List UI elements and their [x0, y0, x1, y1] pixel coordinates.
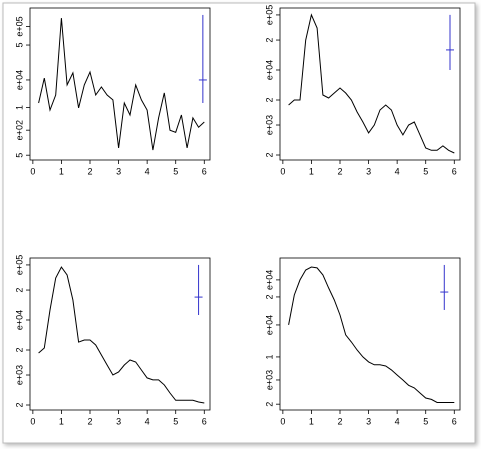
- x-tick-label: 5: [423, 416, 428, 426]
- y-tick-label: 1: [14, 105, 24, 110]
- y-tick-label: 2: [14, 402, 24, 407]
- x-tick-label: 6: [452, 166, 457, 176]
- x-tick-label: 3: [116, 416, 121, 426]
- y-tick-label: e+05: [264, 5, 274, 25]
- y-tick-label: 2: [14, 288, 24, 293]
- x-tick-label: 5: [173, 416, 178, 426]
- y-tick-label: 2: [14, 347, 24, 352]
- plot-box: [29, 257, 211, 411]
- x-tick-label: 3: [366, 166, 371, 176]
- x-tick-label: 3: [366, 416, 371, 426]
- y-tick-label: e+02: [14, 120, 24, 140]
- data-line: [38, 266, 205, 404]
- plot-box: [279, 257, 461, 411]
- y-tick-label: 1: [264, 354, 274, 359]
- x-tick-label: 4: [145, 416, 150, 426]
- y-tick-label: 2: [264, 152, 274, 157]
- x-tick-label: 1: [59, 166, 64, 176]
- y-tick-label: e+04: [14, 310, 24, 330]
- y-tick-label: 2: [264, 38, 274, 43]
- window-frame: [2, 2, 476, 444]
- data-line: [38, 18, 205, 151]
- x-tick-label: 0: [280, 416, 285, 426]
- y-tick-label: e+04: [264, 60, 274, 80]
- data-line: [288, 266, 455, 403]
- x-tick-label: 6: [452, 416, 457, 426]
- x-tick-label: 6: [202, 166, 207, 176]
- y-tick-label: e+05: [14, 16, 24, 36]
- y-tick-label: e+05: [14, 255, 24, 275]
- x-tick-label: 3: [116, 166, 121, 176]
- x-tick-label: 4: [145, 166, 150, 176]
- x-tick-label: 4: [395, 166, 400, 176]
- x-tick-label: 1: [309, 166, 314, 176]
- y-tick-label: e+04: [264, 270, 274, 290]
- x-tick-label: 0: [30, 166, 35, 176]
- x-tick-label: 2: [337, 166, 342, 176]
- x-tick-label: 1: [59, 416, 64, 426]
- y-tick-label: 2: [264, 294, 274, 299]
- x-tick-label: 2: [87, 416, 92, 426]
- x-tick-label: 5: [423, 166, 428, 176]
- x-tick-label: 0: [280, 166, 285, 176]
- y-tick-label: 2: [264, 402, 274, 407]
- y-tick-label: e+04: [14, 70, 24, 90]
- x-tick-label: 2: [337, 416, 342, 426]
- x-tick-label: 0: [30, 416, 35, 426]
- y-tick-label: e+03: [264, 115, 274, 135]
- y-tick-label: e+03: [14, 365, 24, 385]
- data-line: [288, 13, 455, 154]
- x-tick-label: 6: [202, 416, 207, 426]
- x-tick-label: 1: [309, 416, 314, 426]
- plot-box: [279, 7, 461, 161]
- y-tick-label: 2: [264, 97, 274, 102]
- x-tick-label: 2: [87, 166, 92, 176]
- y-tick-label: e+03: [264, 370, 274, 390]
- x-tick-label: 4: [395, 416, 400, 426]
- y-tick-label: 5: [14, 43, 24, 48]
- x-tick-label: 5: [173, 166, 178, 176]
- y-tick-label: 5: [14, 153, 24, 158]
- y-tick-label: e+04: [264, 315, 274, 335]
- plot-box: [29, 7, 211, 161]
